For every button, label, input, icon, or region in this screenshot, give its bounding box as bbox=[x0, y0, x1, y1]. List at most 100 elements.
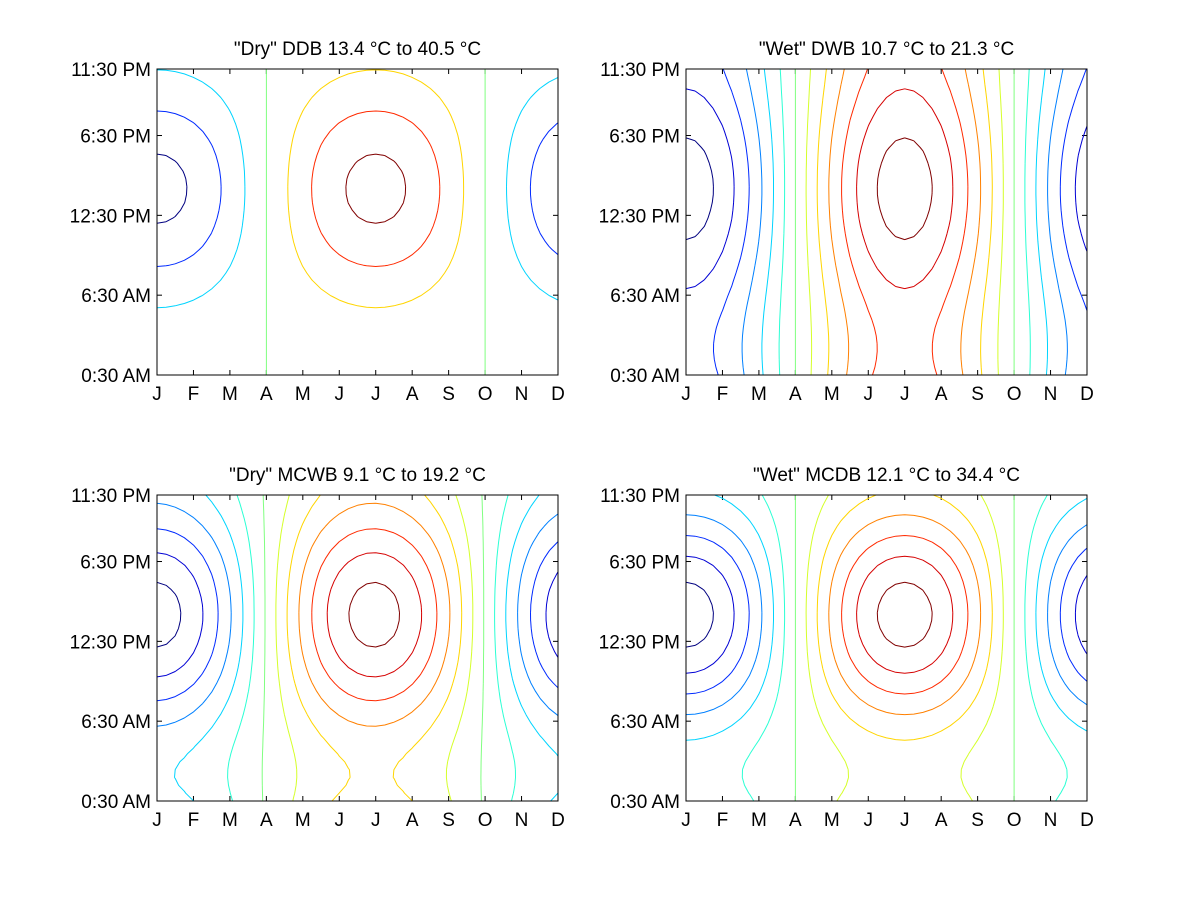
x-tick-label: M bbox=[222, 810, 238, 831]
contour-level-3 bbox=[686, 535, 1087, 695]
y-tick-label: 0:30 AM bbox=[81, 792, 151, 813]
contour-level-2 bbox=[157, 110, 558, 267]
contour-level-5 bbox=[287, 69, 465, 309]
contour-level-1 bbox=[157, 581, 182, 648]
x-tick-label: J bbox=[900, 384, 910, 405]
contour-lines bbox=[157, 495, 558, 801]
contour-level-2 bbox=[157, 552, 558, 678]
contour-lines bbox=[686, 69, 1087, 375]
y-tick-label: 11:30 PM bbox=[600, 60, 680, 81]
chart-title: "Wet" MCDB 12.1 °C to 34.4 °C bbox=[753, 465, 1020, 486]
x-tick-label: O bbox=[478, 384, 493, 405]
contour-level-1 bbox=[686, 137, 714, 241]
y-tick-label: 6:30 PM bbox=[80, 127, 151, 148]
contour-panel-1: "Dry" DDB 13.4 °C to 40.5 °C 0:30 AM 6:30 … bbox=[70, 39, 565, 405]
contour-level-8 bbox=[805, 69, 1004, 375]
contour-level-12 bbox=[326, 552, 423, 678]
x-tick-label: S bbox=[442, 384, 455, 405]
contour-level-9 bbox=[816, 69, 993, 375]
x-tick-label: J bbox=[152, 810, 162, 831]
x-tick-label: J bbox=[371, 384, 381, 405]
contour-level-13 bbox=[876, 581, 933, 648]
y-tick-label: 12:30 PM bbox=[70, 206, 151, 227]
y-tick-label: 0:30 AM bbox=[610, 792, 680, 813]
contour-level-6 bbox=[778, 69, 1031, 375]
x-tick-label: J bbox=[681, 384, 691, 405]
y-tick-label: 6:30 PM bbox=[80, 553, 151, 574]
x-tick-label: M bbox=[295, 810, 311, 831]
contour-level-9 bbox=[816, 495, 993, 741]
x-tick-label: J bbox=[864, 810, 874, 831]
x-tick-label: M bbox=[824, 384, 840, 405]
x-tick-label: F bbox=[717, 810, 729, 831]
axes-frame bbox=[685, 68, 1088, 376]
y-tick-label: 6:30 AM bbox=[610, 712, 680, 733]
x-tick-label: A bbox=[935, 384, 948, 405]
contour-level-12 bbox=[856, 88, 954, 290]
x-tick-label: J bbox=[900, 810, 910, 831]
contour-level-7 bbox=[345, 153, 407, 224]
contour-level-12 bbox=[856, 555, 954, 674]
x-tick-label: D bbox=[1080, 384, 1094, 405]
contour-level-7 bbox=[794, 69, 1015, 375]
y-tick-label: 6:30 AM bbox=[81, 712, 151, 733]
contour-level-8 bbox=[275, 495, 474, 801]
x-tick-label: M bbox=[751, 384, 767, 405]
x-tick-label: M bbox=[824, 810, 840, 831]
x-tick-label: A bbox=[789, 384, 802, 405]
axes-border bbox=[685, 68, 1088, 376]
y-tick-label: 11:30 PM bbox=[71, 486, 151, 507]
x-tick-label: J bbox=[335, 810, 345, 831]
x-tick-label: J bbox=[371, 810, 381, 831]
x-tick-label: J bbox=[152, 384, 162, 405]
y-tick-label: 12:30 PM bbox=[599, 632, 680, 653]
x-tick-label: J bbox=[681, 810, 691, 831]
x-tick-label: S bbox=[971, 810, 984, 831]
y-tick-label: 12:30 PM bbox=[599, 206, 680, 227]
x-tick-label: J bbox=[335, 384, 345, 405]
contour-level-13 bbox=[876, 137, 933, 241]
contour-level-7 bbox=[261, 495, 485, 801]
contour-panel-4: "Wet" MCDB 12.1 °C to 34.4 °C 0:30 AM 6:30… bbox=[599, 465, 1094, 831]
contour-level-2 bbox=[686, 88, 1087, 290]
x-tick-label: M bbox=[222, 384, 238, 405]
x-tick-label: O bbox=[1007, 810, 1022, 831]
x-tick-label: A bbox=[789, 810, 802, 831]
x-tick-label: S bbox=[971, 384, 984, 405]
contour-lines bbox=[157, 69, 558, 375]
contour-level-11 bbox=[841, 535, 969, 695]
axes-frame bbox=[156, 68, 559, 376]
y-tick-label: 11:30 PM bbox=[71, 60, 151, 81]
contour-level-5 bbox=[174, 495, 558, 801]
contour-level-3 bbox=[157, 69, 558, 309]
chart-title: "Wet" DWB 10.7 °C to 21.3 °C bbox=[759, 39, 1014, 60]
axes-border bbox=[156, 68, 559, 376]
axes-frame bbox=[685, 494, 1088, 802]
contour-level-5 bbox=[686, 495, 1087, 741]
x-tick-label: O bbox=[478, 810, 493, 831]
contour-lines bbox=[686, 495, 1087, 801]
contour-level-5 bbox=[761, 69, 1048, 375]
y-tick-label: 0:30 AM bbox=[610, 366, 680, 387]
contour-level-3 bbox=[157, 528, 558, 702]
x-tick-label: N bbox=[515, 384, 529, 405]
y-tick-label: 12:30 PM bbox=[70, 632, 151, 653]
x-tick-label: D bbox=[1080, 810, 1094, 831]
contour-level-4 bbox=[265, 69, 486, 375]
x-tick-label: S bbox=[442, 810, 455, 831]
x-tick-label: J bbox=[864, 384, 874, 405]
contour-level-10 bbox=[828, 69, 982, 375]
x-tick-label: N bbox=[1044, 810, 1058, 831]
contour-level-4 bbox=[157, 502, 558, 727]
x-tick-label: A bbox=[260, 810, 273, 831]
x-tick-label: D bbox=[551, 810, 565, 831]
x-tick-label: F bbox=[188, 810, 200, 831]
x-tick-label: A bbox=[406, 810, 419, 831]
axes-frame bbox=[156, 494, 559, 802]
contour-level-1 bbox=[686, 581, 714, 648]
y-tick-label: 6:30 PM bbox=[609, 127, 680, 148]
y-tick-label: 6:30 AM bbox=[81, 286, 151, 307]
y-tick-label: 11:30 PM bbox=[600, 486, 680, 507]
contour-level-4 bbox=[741, 69, 1068, 375]
